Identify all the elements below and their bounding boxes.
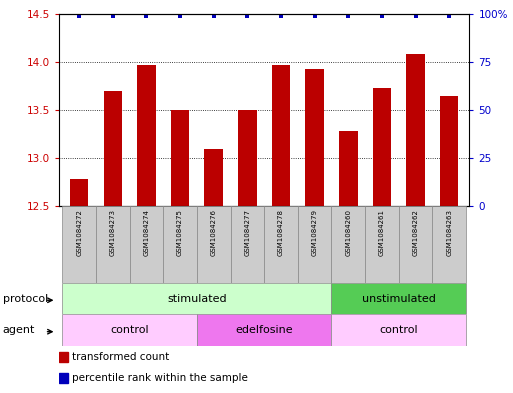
Text: GSM1084263: GSM1084263 — [446, 209, 452, 256]
FancyBboxPatch shape — [331, 206, 365, 283]
FancyBboxPatch shape — [63, 283, 331, 314]
Point — [411, 13, 420, 19]
FancyBboxPatch shape — [163, 206, 197, 283]
FancyBboxPatch shape — [197, 314, 331, 346]
Text: GSM1084261: GSM1084261 — [379, 209, 385, 256]
Text: control: control — [380, 325, 418, 335]
FancyBboxPatch shape — [399, 206, 432, 283]
Text: GSM1084276: GSM1084276 — [211, 209, 216, 256]
Text: GSM1084260: GSM1084260 — [345, 209, 351, 256]
Text: GSM1084275: GSM1084275 — [177, 209, 183, 256]
FancyBboxPatch shape — [432, 206, 466, 283]
Point — [142, 13, 150, 19]
FancyBboxPatch shape — [331, 283, 466, 314]
Text: transformed count: transformed count — [72, 352, 169, 362]
Bar — [339, 131, 358, 206]
FancyBboxPatch shape — [298, 206, 331, 283]
Point — [378, 13, 386, 19]
Bar — [205, 149, 223, 206]
Text: control: control — [110, 325, 149, 335]
Text: edelfosine: edelfosine — [235, 325, 293, 335]
Bar — [70, 179, 88, 206]
Point — [210, 13, 218, 19]
Point — [445, 13, 453, 19]
Bar — [171, 110, 189, 206]
Bar — [440, 95, 459, 206]
Text: agent: agent — [3, 325, 35, 335]
Text: GSM1084273: GSM1084273 — [110, 209, 116, 256]
Text: stimulated: stimulated — [167, 294, 227, 304]
FancyBboxPatch shape — [264, 206, 298, 283]
Point — [176, 13, 184, 19]
Bar — [104, 91, 122, 206]
Point — [75, 13, 83, 19]
FancyBboxPatch shape — [63, 314, 197, 346]
FancyBboxPatch shape — [63, 206, 96, 283]
Text: GSM1084278: GSM1084278 — [278, 209, 284, 256]
Text: protocol: protocol — [3, 294, 48, 304]
Text: GSM1084272: GSM1084272 — [76, 209, 82, 256]
Bar — [59, 352, 68, 362]
FancyBboxPatch shape — [365, 206, 399, 283]
Point — [277, 13, 285, 19]
Point — [310, 13, 319, 19]
Bar — [59, 373, 68, 383]
Bar — [406, 54, 425, 206]
Text: GSM1084279: GSM1084279 — [312, 209, 318, 256]
Point — [109, 13, 117, 19]
FancyBboxPatch shape — [331, 314, 466, 346]
FancyBboxPatch shape — [230, 206, 264, 283]
Text: GSM1084262: GSM1084262 — [412, 209, 419, 256]
Bar — [372, 88, 391, 206]
Bar — [305, 69, 324, 206]
Bar — [238, 110, 256, 206]
Text: GSM1084277: GSM1084277 — [244, 209, 250, 256]
FancyBboxPatch shape — [197, 206, 230, 283]
Bar — [137, 65, 156, 206]
FancyBboxPatch shape — [130, 206, 163, 283]
Bar — [272, 65, 290, 206]
FancyBboxPatch shape — [96, 206, 130, 283]
Text: percentile rank within the sample: percentile rank within the sample — [72, 373, 248, 384]
Text: GSM1084274: GSM1084274 — [144, 209, 149, 256]
Point — [243, 13, 251, 19]
Text: unstimulated: unstimulated — [362, 294, 436, 304]
Point — [344, 13, 352, 19]
